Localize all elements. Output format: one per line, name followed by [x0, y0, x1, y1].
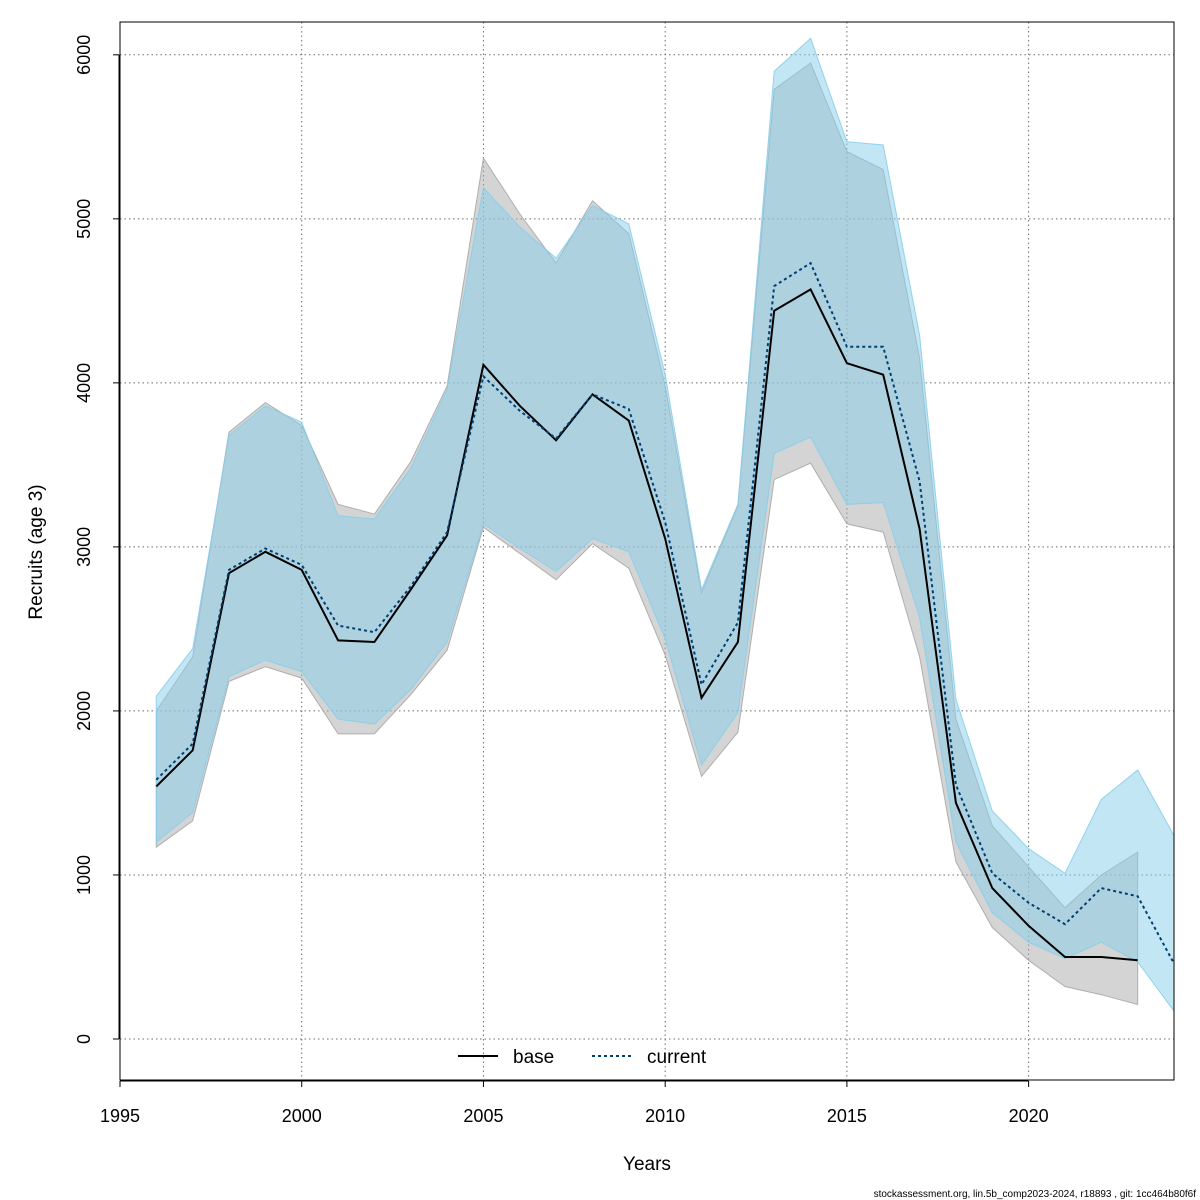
- axes: 1995 2000 2005 2010 2015 2020 0 1000 2000 3000 400…: [74, 35, 1049, 1126]
- y-tick-label: 5000: [74, 199, 94, 239]
- series-lines: [155, 261, 1175, 964]
- x-axis-title: Years: [623, 1154, 671, 1175]
- x-tick-label: 2010: [645, 1106, 685, 1126]
- y-tick-label: 1000: [74, 855, 94, 895]
- x-tick-label: 2005: [463, 1106, 503, 1126]
- legend: base current: [458, 1047, 707, 1068]
- y-tick-label: 6000: [74, 35, 94, 75]
- y-tick-label: 2000: [74, 691, 94, 731]
- y-tick-label: 3000: [74, 527, 94, 567]
- y-axis-title: Recruits (age 3): [26, 484, 47, 619]
- plot-frame: [119, 21, 1175, 1081]
- legend-label-current: current: [647, 1047, 707, 1068]
- x-tick-label: 2000: [282, 1106, 322, 1126]
- line-current: [155, 261, 1175, 964]
- x-tick-label: 1995: [100, 1106, 140, 1126]
- legend-label-base: base: [513, 1047, 554, 1068]
- y-tick-label: 4000: [74, 363, 94, 403]
- x-tick-label: 2020: [1009, 1106, 1049, 1126]
- line-base: [155, 287, 1138, 962]
- footer-text: stockassessment.org, lin.5b_comp2023-202…: [874, 1189, 1197, 1200]
- y-tick-label: 0: [74, 1034, 94, 1044]
- x-tick-label: 2015: [827, 1106, 867, 1126]
